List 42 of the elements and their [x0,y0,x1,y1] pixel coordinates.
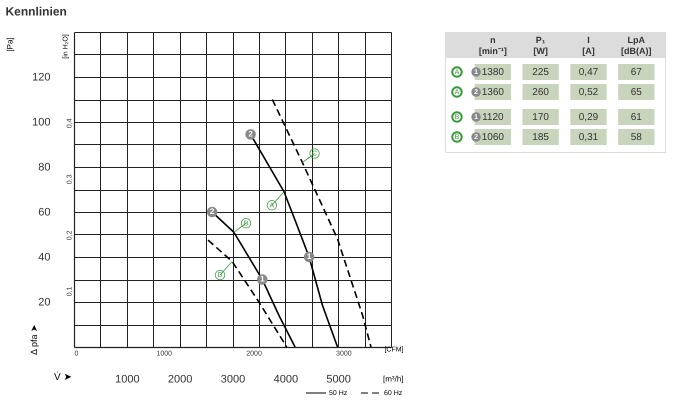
y-tick-label: 20 [38,296,50,308]
text: 225 [532,67,549,78]
text: 0,52 [578,87,598,98]
annotation: 1 [260,274,266,284]
annotation: 2 [210,207,215,216]
text: 0,29 [578,112,598,123]
text: 170 [532,112,549,123]
category-label: LpA [dB(A)] [621,35,652,56]
text: 1360 [482,87,504,98]
y-tick-label: 60 [38,206,50,218]
y-tick-label: 40 [38,252,50,264]
text: 67 [630,67,642,78]
text: 1120 [482,112,504,123]
chart-title: Kennlinien [6,4,67,18]
line-series [207,239,288,348]
text: 58 [630,132,642,143]
x-tick-label: 2000 [168,374,192,386]
text: 61 [630,112,642,123]
text: 65 [630,87,642,98]
y-tick-label: 80 [38,162,50,174]
y-tick-label: 120 [32,72,50,84]
x-tick-label: 4000 [274,374,298,386]
y-axis-title: [Pa] [6,37,14,52]
x-tick-label: 5000 [326,374,351,386]
text: V̇ ➤ [54,371,72,383]
text: 185 [532,132,549,143]
text: Δ pfa ➤ [29,324,39,355]
annotation: 2 [248,129,254,138]
text: 1060 [482,132,504,143]
category-label: n [min⁻¹] [478,35,507,56]
text: 0,31 [578,132,598,143]
text: 1380 [482,67,504,78]
y-tick-label: 100 [32,116,50,128]
line-series [272,98,372,348]
x-tick-label: 1000 [115,374,140,386]
category-label: I [A] [582,35,595,56]
annotation: 1 [306,252,312,261]
text: 260 [532,87,549,98]
text: 0,47 [578,67,598,78]
x-axis-title: [m³/h] [383,374,404,384]
x-tick-label: 3000 [220,374,246,386]
category-label: P₁ [W] [533,35,548,56]
